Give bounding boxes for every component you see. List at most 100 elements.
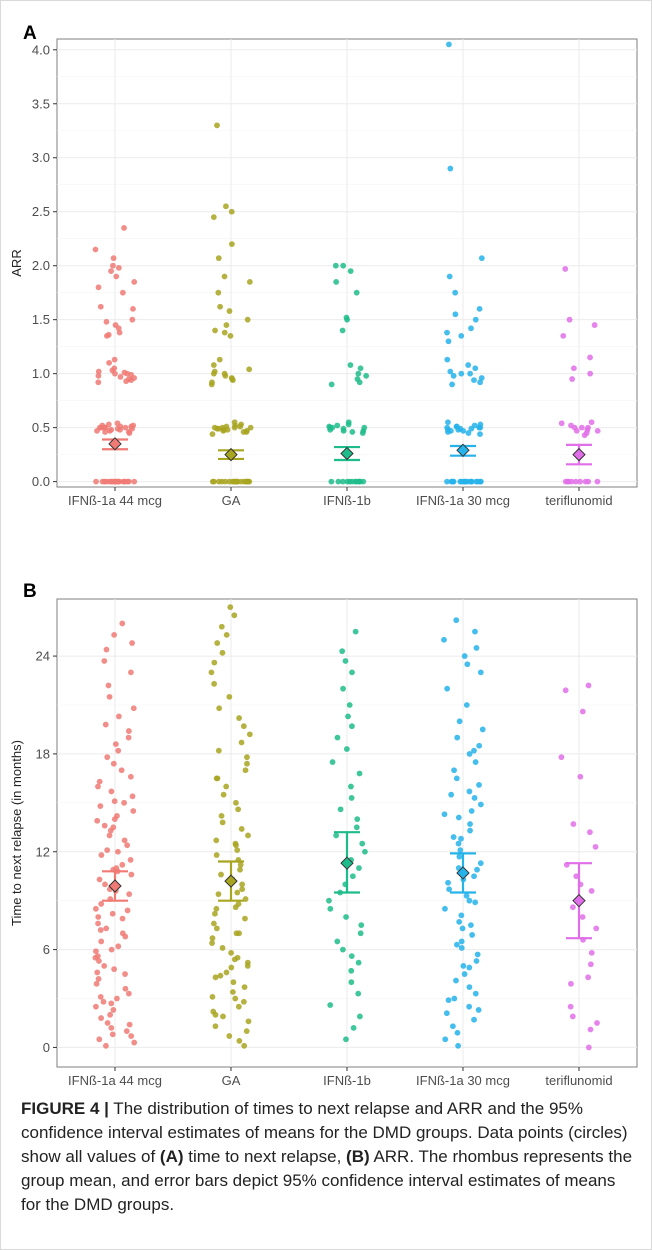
- data-point: [130, 705, 137, 712]
- x-tick-label: IFNß-1b: [323, 1073, 371, 1088]
- data-point: [456, 918, 463, 925]
- data-point: [570, 365, 577, 372]
- data-point: [340, 946, 346, 953]
- data-point: [115, 943, 122, 950]
- mean-rhombus: [340, 446, 354, 461]
- data-point: [113, 865, 120, 871]
- data-point: [215, 478, 222, 485]
- data-point: [104, 1020, 111, 1026]
- data-point: [359, 840, 366, 847]
- data-point: [124, 842, 131, 849]
- data-point: [588, 887, 595, 894]
- data-point: [112, 741, 119, 748]
- data-point: [444, 424, 451, 431]
- data-point: [472, 628, 478, 635]
- data-point: [467, 478, 473, 485]
- data-point: [223, 969, 230, 976]
- data-point: [558, 754, 565, 761]
- data-point: [95, 379, 102, 386]
- data-point: [464, 661, 471, 668]
- data-point: [121, 799, 127, 806]
- data-point: [362, 848, 368, 855]
- series-2: [208, 122, 254, 485]
- data-point: [122, 424, 129, 431]
- data-point: [110, 824, 117, 831]
- x-tick-label: teriflunomid: [545, 1073, 612, 1088]
- data-point: [102, 429, 108, 435]
- data-point: [98, 852, 105, 858]
- data-point: [327, 905, 334, 912]
- data-point: [122, 971, 128, 977]
- data-point: [588, 419, 595, 426]
- data-point: [111, 966, 118, 973]
- y-tick-label: 3.0: [32, 150, 50, 165]
- data-point: [103, 646, 110, 653]
- data-point: [223, 631, 230, 638]
- data-point: [124, 907, 131, 914]
- data-point: [121, 837, 128, 844]
- data-point: [448, 478, 455, 485]
- y-tick-label: 1.0: [32, 366, 50, 381]
- caption-ref-b: (B): [346, 1147, 370, 1166]
- data-point: [476, 742, 483, 749]
- data-point: [568, 980, 574, 987]
- data-point: [96, 778, 103, 785]
- data-point: [95, 920, 101, 927]
- data-point: [210, 214, 217, 221]
- data-point: [102, 881, 108, 888]
- data-point: [119, 289, 126, 296]
- data-point: [209, 431, 216, 438]
- data-point: [564, 478, 571, 485]
- data-point: [478, 375, 485, 381]
- data-point: [109, 478, 115, 485]
- data-point: [111, 356, 118, 363]
- data-point: [239, 886, 246, 893]
- data-point: [594, 427, 601, 434]
- data-point: [237, 866, 243, 873]
- data-point: [246, 731, 253, 738]
- data-point: [592, 843, 599, 850]
- data-point: [455, 1042, 462, 1049]
- data-point: [443, 1010, 450, 1017]
- data-point: [477, 478, 484, 485]
- data-point: [572, 478, 579, 485]
- data-point: [131, 478, 138, 485]
- y-axis-label: Time to next relapse (in months): [9, 740, 24, 926]
- series-5: [558, 682, 600, 1051]
- data-point: [467, 370, 474, 377]
- caption-text-3: ARR. The rhombus represents the group me…: [21, 1147, 633, 1214]
- data-point: [106, 832, 113, 839]
- data-point: [117, 373, 124, 380]
- data-point: [221, 273, 228, 280]
- data-point: [458, 332, 465, 339]
- data-point: [130, 422, 137, 429]
- data-point: [93, 1003, 99, 1010]
- data-point: [223, 203, 229, 210]
- data-point: [477, 431, 483, 438]
- data-point: [213, 837, 220, 844]
- data-point: [211, 680, 218, 687]
- data-point: [211, 478, 217, 485]
- data-point: [455, 426, 462, 433]
- data-point: [453, 977, 459, 984]
- data-point: [102, 721, 109, 728]
- data-point: [466, 984, 473, 990]
- y-tick-label: 0.5: [32, 420, 50, 435]
- data-point: [454, 941, 460, 948]
- data-point: [339, 327, 346, 334]
- data-point: [107, 1011, 114, 1018]
- data-point: [587, 1026, 594, 1033]
- data-point: [458, 938, 465, 945]
- data-point: [473, 645, 480, 651]
- data-point: [444, 478, 450, 485]
- data-point: [217, 303, 224, 310]
- data-point: [126, 1021, 133, 1028]
- data-point: [111, 365, 118, 372]
- data-point: [230, 979, 237, 986]
- data-point: [340, 685, 346, 692]
- data-point: [455, 840, 462, 847]
- data-point: [115, 264, 122, 271]
- y-tick-label: 4.0: [32, 42, 50, 57]
- data-point: [441, 636, 447, 643]
- data-point: [343, 746, 350, 752]
